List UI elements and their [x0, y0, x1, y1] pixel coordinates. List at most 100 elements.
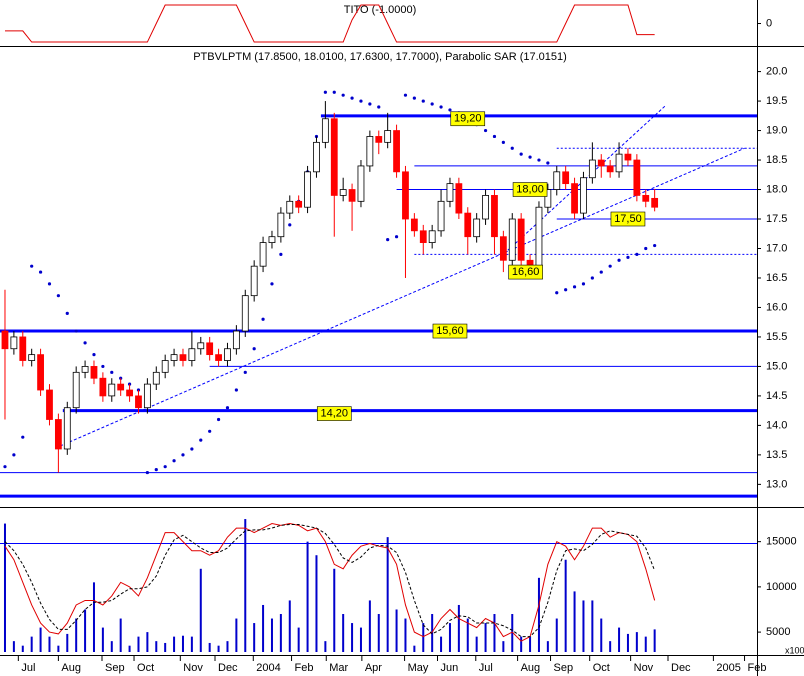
y-tick-label: 18.5 [766, 154, 787, 166]
sar-dot [199, 438, 203, 442]
volume-bar [448, 623, 451, 652]
x-tick-label: Sep [554, 662, 574, 674]
sar-dot [492, 134, 497, 139]
sar-dot [564, 288, 568, 292]
annotation-label: 16,60 [512, 266, 540, 278]
volume-bar [484, 623, 487, 652]
volume-bar [199, 568, 202, 652]
sar-dot [412, 96, 416, 100]
volume-bar [101, 627, 104, 652]
x-tick-label: Feb [295, 662, 314, 674]
candle-body [108, 383, 116, 397]
volume-bar [573, 591, 576, 652]
sar-dot [225, 406, 230, 410]
y-tick-label: 17.0 [766, 242, 787, 254]
volume-bar [128, 645, 131, 652]
volume-bar [368, 600, 371, 652]
candle-body [651, 197, 659, 208]
x-tick-label: 2004 [256, 662, 280, 674]
annotation-box [508, 264, 543, 280]
x-tick-label: Dec [218, 662, 238, 674]
annotation-label: 15,60 [436, 325, 464, 337]
candle-body [375, 136, 383, 143]
sar-dot [394, 235, 399, 239]
sar-dot [546, 161, 550, 165]
sar-dot [3, 465, 7, 469]
x-tick-label: Oct [137, 662, 154, 674]
candle-body [402, 171, 409, 220]
volume-bar [493, 614, 496, 652]
volume-bar [351, 623, 354, 652]
volume-bar [146, 632, 149, 652]
sar-dot [599, 270, 603, 274]
candle-body [419, 230, 427, 243]
volume-bar [529, 636, 532, 652]
y-tick-label: 19.5 [766, 95, 787, 107]
volume-bar [84, 609, 87, 652]
volume-bar [395, 609, 398, 652]
annotation-box [512, 182, 548, 197]
sar-dot [12, 453, 16, 457]
candle-body [126, 389, 133, 397]
candle-body [206, 342, 214, 356]
y-tick-label: 15.5 [766, 331, 787, 343]
sar-dot [172, 459, 176, 463]
sar-dot [635, 252, 639, 256]
y-tick-label: 15.0 [766, 360, 787, 372]
volume-bar [422, 623, 425, 652]
volume-bar [270, 618, 273, 652]
volume-bar [537, 577, 540, 652]
candle-body [553, 171, 561, 190]
candle-body [321, 118, 329, 143]
volume-bar [235, 618, 238, 652]
candle-body [410, 218, 418, 232]
x-tick-label: Nov [183, 662, 203, 674]
candle-body [437, 200, 445, 232]
volume-bar [475, 636, 478, 652]
volume-bar [75, 618, 78, 652]
candle-body [633, 159, 641, 196]
sar-dot [644, 246, 648, 251]
volume-bar [262, 604, 265, 652]
trend-line [59, 147, 745, 447]
candle-body [286, 200, 294, 214]
volume-bar [359, 627, 362, 652]
candle-body [143, 383, 151, 409]
volume-bar [609, 641, 612, 652]
sar-dot [341, 93, 345, 97]
annotation-box [610, 211, 646, 227]
volume-bar [591, 600, 594, 652]
indicator-title: TITO (-1.0000) [344, 4, 417, 16]
candle-body [517, 218, 525, 261]
sar-dot [359, 99, 363, 103]
sar-dot [30, 264, 34, 268]
candle-body [508, 218, 516, 261]
volume-bar [546, 641, 549, 652]
candle-body [161, 360, 169, 373]
volume-bar [244, 519, 247, 652]
sar-dot [181, 453, 185, 457]
volume-bar [279, 614, 282, 652]
volume-bar [21, 645, 24, 652]
candle-body [428, 230, 436, 243]
volume-bar [635, 632, 638, 652]
candle-body [571, 183, 578, 214]
sar-dot [590, 276, 594, 280]
sar-dot [626, 255, 630, 259]
sar-dot [421, 99, 425, 103]
candle-body [339, 189, 347, 196]
annotation-label: 19,20 [454, 113, 482, 125]
unit-label: x100 [785, 645, 804, 655]
sar-dot [537, 158, 541, 162]
volume-bar [173, 636, 176, 652]
candle-body [259, 242, 267, 267]
candle-body [313, 141, 320, 173]
volume-bar [217, 645, 220, 652]
volume-bar [431, 614, 434, 652]
y-tick-label: 17.5 [766, 213, 787, 225]
sar-dot [519, 152, 523, 156]
volume-bar [3, 523, 6, 652]
volume-bar [555, 618, 558, 652]
sar-dot [314, 134, 319, 139]
volume-bar [119, 618, 122, 652]
